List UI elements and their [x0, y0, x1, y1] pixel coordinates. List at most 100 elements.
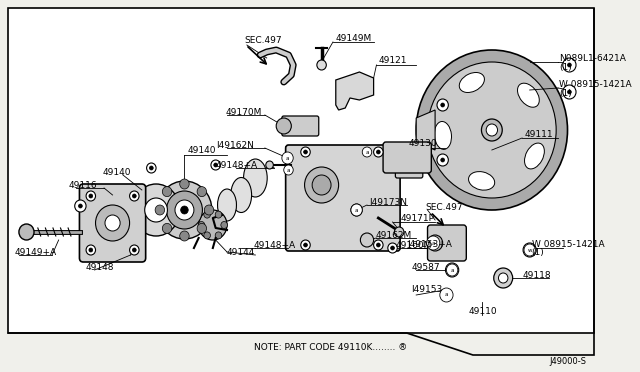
Ellipse shape [351, 204, 362, 216]
Ellipse shape [157, 181, 212, 239]
Text: 49148+A: 49148+A [253, 241, 296, 250]
Ellipse shape [427, 236, 440, 250]
Text: 49118: 49118 [522, 270, 551, 279]
Text: a: a [286, 155, 289, 160]
Ellipse shape [360, 233, 374, 247]
Ellipse shape [166, 191, 202, 229]
Ellipse shape [180, 206, 188, 214]
Ellipse shape [147, 163, 156, 173]
Ellipse shape [524, 244, 535, 256]
Text: W 08915-1421A: W 08915-1421A [532, 240, 604, 248]
Text: 49144: 49144 [227, 247, 255, 257]
Ellipse shape [303, 150, 307, 154]
Ellipse shape [563, 85, 576, 99]
Ellipse shape [244, 159, 268, 197]
Text: I49153+A: I49153+A [406, 240, 452, 248]
Text: a: a [445, 292, 448, 298]
Ellipse shape [221, 221, 227, 228]
Ellipse shape [284, 165, 293, 175]
Text: a: a [365, 150, 369, 154]
Ellipse shape [180, 179, 189, 189]
Ellipse shape [486, 124, 497, 136]
Ellipse shape [163, 187, 172, 197]
Ellipse shape [75, 200, 86, 212]
Ellipse shape [163, 223, 172, 233]
Ellipse shape [301, 240, 310, 250]
Ellipse shape [303, 243, 307, 247]
Ellipse shape [523, 243, 536, 257]
Ellipse shape [351, 204, 362, 216]
Ellipse shape [89, 194, 93, 198]
Ellipse shape [390, 246, 394, 250]
Ellipse shape [376, 150, 380, 154]
Text: SEC.497: SEC.497 [244, 35, 282, 45]
Ellipse shape [215, 211, 222, 218]
Ellipse shape [481, 119, 502, 141]
Ellipse shape [145, 198, 168, 222]
FancyBboxPatch shape [282, 116, 319, 136]
Text: 49130: 49130 [408, 138, 437, 148]
Ellipse shape [150, 166, 153, 170]
Text: NOTE: PART CODE 49110K........ ®: NOTE: PART CODE 49110K........ ® [255, 343, 408, 353]
Ellipse shape [105, 215, 120, 231]
Ellipse shape [197, 223, 207, 233]
Ellipse shape [518, 83, 540, 107]
Ellipse shape [301, 147, 310, 157]
Ellipse shape [266, 161, 273, 169]
Ellipse shape [445, 263, 459, 277]
Text: 49111: 49111 [525, 129, 554, 138]
Text: 49110: 49110 [468, 308, 497, 317]
FancyBboxPatch shape [428, 225, 467, 261]
Ellipse shape [180, 231, 189, 241]
Ellipse shape [563, 58, 576, 72]
Ellipse shape [198, 210, 227, 240]
Ellipse shape [132, 194, 136, 198]
Ellipse shape [155, 205, 164, 215]
Text: 49170M: 49170M [225, 108, 262, 116]
Text: SEC.497: SEC.497 [426, 202, 463, 212]
Ellipse shape [95, 205, 129, 241]
FancyBboxPatch shape [396, 156, 423, 178]
Text: 49149+A: 49149+A [14, 247, 56, 257]
Text: 49171P: 49171P [400, 214, 434, 222]
Ellipse shape [129, 191, 139, 201]
Ellipse shape [218, 189, 236, 221]
Ellipse shape [437, 99, 449, 111]
Text: I49173N: I49173N [369, 198, 407, 206]
Ellipse shape [204, 232, 211, 239]
Ellipse shape [79, 204, 83, 208]
Text: 49140: 49140 [188, 145, 216, 154]
Ellipse shape [312, 175, 331, 195]
Ellipse shape [86, 191, 95, 201]
Text: (1): (1) [532, 248, 545, 257]
Text: N089L1-6421A: N089L1-6421A [559, 54, 626, 62]
Text: a: a [287, 167, 290, 173]
Ellipse shape [282, 152, 293, 164]
FancyBboxPatch shape [285, 145, 400, 251]
Ellipse shape [231, 177, 252, 212]
Ellipse shape [441, 103, 445, 107]
Text: w: w [527, 247, 532, 253]
Text: I49153: I49153 [412, 285, 443, 295]
Ellipse shape [447, 264, 458, 276]
Ellipse shape [499, 273, 508, 283]
Ellipse shape [175, 200, 194, 220]
Ellipse shape [435, 122, 451, 150]
Text: 49587: 49587 [412, 263, 440, 273]
Ellipse shape [19, 224, 34, 240]
Text: I49162N: I49162N [216, 141, 253, 150]
Ellipse shape [416, 50, 568, 210]
Ellipse shape [437, 154, 449, 166]
Polygon shape [416, 110, 435, 150]
Ellipse shape [317, 60, 326, 70]
Ellipse shape [460, 73, 484, 93]
Text: (1): (1) [559, 62, 572, 71]
Ellipse shape [428, 235, 443, 251]
Ellipse shape [276, 118, 291, 134]
Ellipse shape [468, 171, 495, 190]
Ellipse shape [568, 90, 572, 94]
Text: 49149M: 49149M [336, 33, 372, 42]
Text: (1): (1) [559, 89, 572, 97]
Text: W 08915-1421A: W 08915-1421A [559, 80, 632, 89]
Ellipse shape [374, 240, 383, 250]
